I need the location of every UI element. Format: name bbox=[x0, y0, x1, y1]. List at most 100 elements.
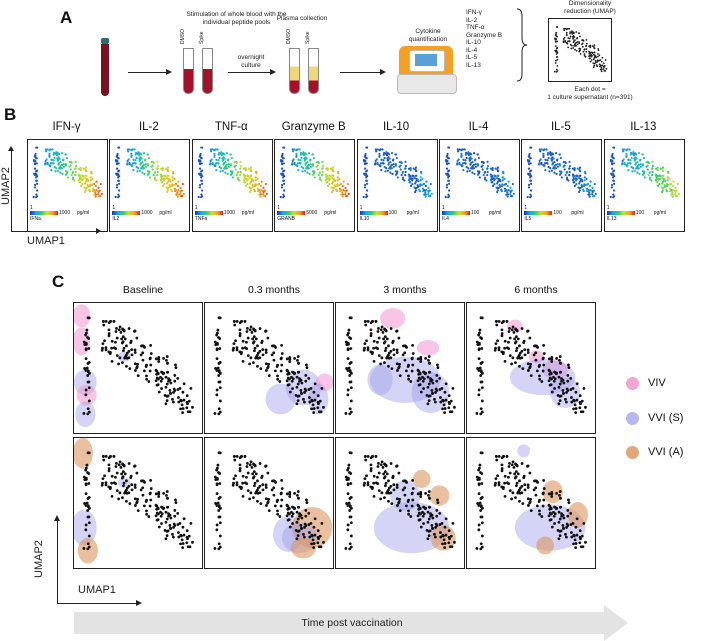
dimred-text-1: Dimensionality bbox=[568, 0, 612, 7]
umap-point bbox=[56, 159, 59, 162]
umap-point bbox=[226, 172, 229, 175]
mini-umap-point bbox=[579, 53, 582, 55]
umap-point bbox=[266, 336, 270, 340]
umap-point bbox=[181, 525, 185, 529]
mini-umap-point bbox=[602, 62, 605, 65]
umap-point bbox=[261, 353, 265, 357]
umap-point bbox=[550, 377, 553, 381]
umap-point bbox=[218, 515, 222, 519]
umap-point bbox=[440, 521, 444, 525]
umap-point bbox=[86, 407, 90, 411]
umap-point bbox=[491, 184, 495, 187]
umap-point bbox=[306, 171, 309, 174]
umap-point bbox=[403, 344, 407, 348]
umap-point bbox=[494, 477, 498, 481]
umap-point bbox=[234, 474, 237, 478]
legend-swatch-vvi-s bbox=[626, 412, 639, 425]
umap-point bbox=[427, 517, 431, 521]
umap-point bbox=[377, 336, 381, 340]
umap-point bbox=[197, 195, 200, 199]
umap-point bbox=[621, 150, 625, 153]
umap-point bbox=[148, 491, 152, 495]
umap-point bbox=[374, 320, 378, 323]
colorbar-min: 1 bbox=[524, 205, 528, 211]
mini-umap-point bbox=[588, 57, 591, 60]
umap-point bbox=[516, 491, 520, 495]
umap-point bbox=[553, 387, 556, 390]
umap-point bbox=[578, 529, 582, 533]
umap-point bbox=[410, 369, 414, 373]
umap-point bbox=[265, 369, 268, 372]
umap-point bbox=[570, 400, 574, 404]
umap-point bbox=[365, 474, 368, 478]
umap-point bbox=[98, 189, 101, 192]
mini-umap-point bbox=[572, 31, 575, 34]
umap-point bbox=[666, 170, 670, 173]
umap-point bbox=[431, 516, 435, 520]
umap-point bbox=[430, 513, 434, 517]
umap-point bbox=[515, 481, 519, 485]
umap-point bbox=[172, 387, 176, 391]
umap-point bbox=[328, 183, 331, 186]
umap-point bbox=[259, 367, 263, 371]
umap-point bbox=[526, 351, 530, 354]
umap-point bbox=[387, 351, 391, 355]
umap-point bbox=[408, 181, 411, 184]
umap-point bbox=[464, 153, 467, 156]
umap-point bbox=[417, 383, 421, 387]
mini-umap-point bbox=[562, 40, 565, 43]
umap-point bbox=[571, 521, 575, 525]
umap-point bbox=[316, 406, 320, 410]
umap-point bbox=[312, 546, 316, 550]
umap-point bbox=[145, 509, 148, 513]
umap-point bbox=[448, 175, 451, 178]
umap-point bbox=[456, 159, 459, 163]
umap-point bbox=[231, 176, 234, 179]
umap-point bbox=[152, 173, 156, 177]
umap-point bbox=[477, 331, 481, 335]
umap-point bbox=[35, 162, 38, 165]
umap-point bbox=[279, 369, 283, 373]
umap-point bbox=[315, 165, 318, 168]
umap-point bbox=[84, 341, 88, 345]
umap-point bbox=[251, 337, 254, 341]
umap-point bbox=[496, 182, 499, 185]
umap-point bbox=[448, 537, 451, 541]
umap-point bbox=[399, 168, 402, 171]
participant-cluster bbox=[75, 401, 96, 428]
umap-point bbox=[283, 175, 286, 178]
umap-point bbox=[84, 504, 88, 507]
umap-point bbox=[611, 156, 614, 159]
umap-point bbox=[317, 173, 320, 177]
umap-point bbox=[416, 185, 419, 188]
umap-point bbox=[117, 463, 121, 467]
umap-point bbox=[165, 534, 169, 538]
umap-point bbox=[501, 487, 505, 491]
umap-point bbox=[62, 165, 65, 168]
umap-point bbox=[547, 166, 551, 169]
umap-point bbox=[490, 175, 493, 178]
umap-point bbox=[515, 346, 519, 350]
umap-point bbox=[130, 348, 134, 352]
umap-point bbox=[217, 162, 220, 165]
umap-point bbox=[431, 381, 435, 385]
umap-point bbox=[174, 366, 178, 369]
umap-point bbox=[164, 167, 168, 170]
umap-point bbox=[633, 159, 636, 162]
umap-point bbox=[521, 367, 525, 371]
umap-point bbox=[379, 362, 383, 366]
umap-point bbox=[84, 357, 88, 361]
umap-point bbox=[397, 365, 401, 369]
umap-point bbox=[538, 363, 541, 367]
umap-point bbox=[186, 402, 189, 406]
umap-point bbox=[246, 489, 250, 493]
umap-point bbox=[403, 486, 407, 490]
umap-point bbox=[526, 464, 529, 468]
umap-point bbox=[256, 479, 259, 483]
umap-point bbox=[561, 389, 565, 392]
umap-point bbox=[668, 177, 671, 180]
umap-point bbox=[104, 348, 108, 352]
umap-point bbox=[304, 374, 308, 377]
umap-point bbox=[382, 151, 385, 155]
umap-point bbox=[346, 528, 350, 532]
